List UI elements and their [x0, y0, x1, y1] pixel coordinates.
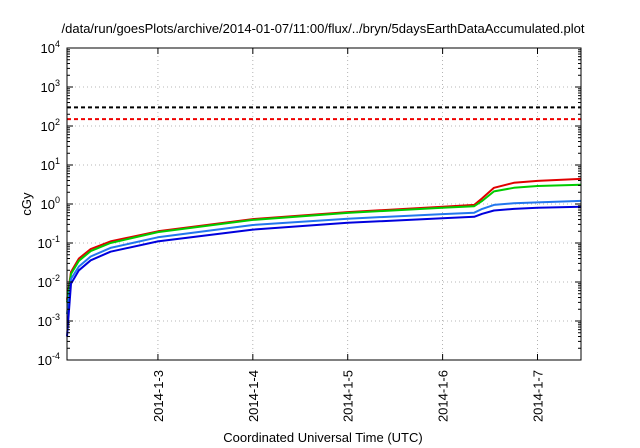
y-tick-label: 100: [41, 195, 60, 212]
x-tick-label: 2014-1-7: [531, 370, 546, 422]
y-tick-label: 102: [41, 117, 60, 134]
y-tick-label: 10-2: [38, 273, 60, 290]
chart-title: /data/run/goesPlots/archive/2014-01-07/1…: [62, 21, 585, 36]
y-tick-label: 104: [41, 39, 60, 56]
y-axis-label: cGy: [19, 192, 34, 216]
y-tick-label: 10-3: [38, 312, 60, 329]
y-tick-label: 103: [41, 78, 60, 95]
x-tick-label: 2014-1-3: [151, 370, 166, 422]
x-tick-label: 2014-1-6: [436, 370, 451, 422]
series-group: [66, 177, 582, 337]
y-tick-label: 101: [41, 156, 60, 173]
x-tick-label: 2014-1-4: [246, 370, 261, 422]
x-axis-label: Coordinated Universal Time (UTC): [223, 430, 422, 445]
series-line: [66, 205, 582, 337]
series-line: [66, 199, 582, 315]
y-tick-label: 10-4: [38, 351, 60, 368]
y-axis: 10-4 10-3 10-2 10-1 100 101 102 103 104: [38, 39, 581, 368]
x-tick-label: 2014-1-5: [341, 370, 356, 422]
series-line: [66, 183, 582, 303]
y-tick-label: 10-1: [38, 234, 60, 251]
x-axis: 2014-1-3 2014-1-4 2014-1-5 2014-1-6 2014-1-7: [151, 48, 546, 422]
reference-lines: [67, 106, 581, 121]
